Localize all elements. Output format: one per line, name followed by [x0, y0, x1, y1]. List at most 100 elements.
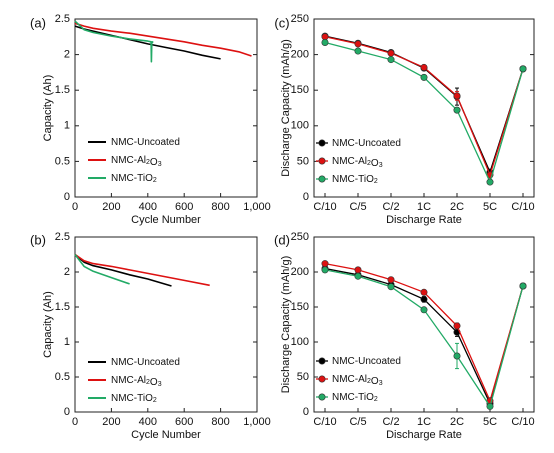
x-tick-label: C/5: [349, 416, 366, 428]
series-line: [74, 25, 221, 60]
plot-frame: [313, 236, 535, 413]
y-tick-label: 50: [297, 155, 309, 167]
y-tick-label: 0.5: [55, 155, 70, 167]
data-point: [354, 272, 362, 280]
x-tick-label: 1,000: [243, 201, 271, 213]
legend-label-subscript: 2: [367, 378, 371, 385]
legend-label: NMC-Al2O3: [111, 375, 162, 388]
legend: NMC-Uncoated NMC-Al2O3 NMC-TiO2: [88, 137, 180, 184]
data-point: [453, 106, 461, 114]
data-point: [453, 322, 461, 330]
legend-label: NMC-TiO2: [332, 392, 378, 403]
legend-label-part: NMC-Uncoated: [332, 356, 401, 367]
legend-label-part: O: [371, 376, 379, 387]
legend-label-part: NMC-Uncoated: [332, 138, 401, 149]
legend-label-subscript: 3: [158, 381, 162, 388]
x-tick-label: 400: [139, 201, 157, 213]
y-tick-label: 2: [64, 49, 70, 61]
y-tick-label: 100: [291, 120, 309, 132]
legend-label: NMC-Al2O3: [111, 155, 162, 168]
x-tick-label: 1,000: [243, 416, 271, 428]
y-tick-label: 150: [291, 301, 309, 313]
legend-label-part: NMC-Al: [332, 374, 367, 385]
y-tick-label: 250: [291, 231, 309, 243]
legend-label-subscript: 2: [153, 397, 157, 404]
plot-frame: [313, 18, 535, 198]
x-tick-label: 800: [211, 201, 229, 213]
y-tick-label: 200: [291, 266, 309, 278]
x-tick-label: C/10: [313, 416, 336, 428]
panel-label: (c): [274, 15, 289, 30]
series-line: [74, 253, 172, 287]
x-tick-label: 2C: [450, 416, 464, 428]
x-tick-label: C/10: [511, 201, 534, 213]
y-tick-label: 250: [291, 13, 309, 25]
legend-label: NMC-TiO2: [111, 173, 157, 184]
data-point: [420, 63, 428, 71]
x-axis-label: Cycle Number: [131, 214, 201, 226]
x-tick-label: 400: [139, 416, 157, 428]
x-tick-label: 5C: [483, 201, 497, 213]
legend-swatch-marker: [318, 157, 326, 165]
legend-label-part: NMC-TiO: [332, 392, 374, 403]
y-tick-label: 0: [303, 406, 309, 418]
series-line: [74, 253, 210, 287]
data-point: [420, 306, 428, 314]
y-axis-label: Discharge Capacity (mAh/g): [280, 256, 292, 394]
legend-label-subscript: 2: [146, 159, 150, 166]
legend-label-part: NMC-Uncoated: [111, 137, 180, 148]
x-tick-label: C/2: [382, 201, 399, 213]
x-tick-label: 1C: [417, 416, 431, 428]
legend-label-part: NMC-Uncoated: [111, 357, 180, 368]
series-line: [74, 254, 130, 285]
y-tick-label: 2: [64, 266, 70, 278]
series-group: [321, 32, 527, 186]
y-tick-label: 0.5: [55, 371, 70, 383]
y-axis-label: Capacity (Ah): [42, 291, 54, 358]
legend-label-part: O: [371, 158, 379, 169]
y-tick-label: 1.5: [55, 301, 70, 313]
series-line: [74, 20, 154, 63]
legend-swatch-marker: [318, 393, 326, 401]
x-tick-label: 200: [102, 201, 120, 213]
y-tick-label: 1: [64, 120, 70, 132]
panel-label: (b): [30, 232, 46, 247]
legend-label-part: NMC-Al: [111, 375, 146, 386]
panel-c: 0 50 100 150 200 250 C/10 C/5 C/2 1C 2C 5C C/10 Disch…: [274, 13, 534, 226]
panel-label: (d): [274, 232, 290, 247]
data-point: [519, 282, 527, 290]
data-point: [420, 288, 428, 296]
legend-label-subscript: 2: [146, 379, 150, 386]
y-tick-label: 200: [291, 49, 309, 61]
y-tick-label: 2.5: [55, 231, 70, 243]
legend-label: NMC-TiO2: [332, 174, 378, 185]
legend-label: NMC-Uncoated: [332, 138, 401, 149]
data-point: [420, 295, 428, 303]
legend-label: NMC-Al2O3: [332, 156, 383, 169]
x-tick-label: 600: [175, 416, 193, 428]
legend-label-part: NMC-Al: [111, 155, 146, 166]
x-axis-label: Discharge Rate: [386, 429, 462, 441]
legend-label-subscript: 3: [379, 162, 383, 169]
x-tick-label: 5C: [483, 416, 497, 428]
x-tick-label: 600: [175, 201, 193, 213]
data-point: [486, 402, 494, 410]
series-line: [324, 36, 524, 177]
y-tick-label: 2.5: [55, 13, 70, 25]
legend-label: NMC-Uncoated: [111, 357, 180, 368]
plot-frame: [74, 18, 258, 198]
legend-label-part: NMC-TiO: [111, 393, 153, 404]
data-point: [354, 266, 362, 274]
y-tick-label: 150: [291, 84, 309, 96]
x-tick-label: C/5: [349, 201, 366, 213]
data-point: [519, 65, 527, 73]
x-tick-label: 200: [102, 416, 120, 428]
y-tick-label: 1.5: [55, 84, 70, 96]
legend-label-part: O: [150, 377, 158, 388]
data-point: [321, 266, 329, 274]
legend-label-subscript: 2: [153, 177, 157, 184]
x-tick-label: C/10: [511, 416, 534, 428]
x-tick-label: 0: [72, 416, 78, 428]
